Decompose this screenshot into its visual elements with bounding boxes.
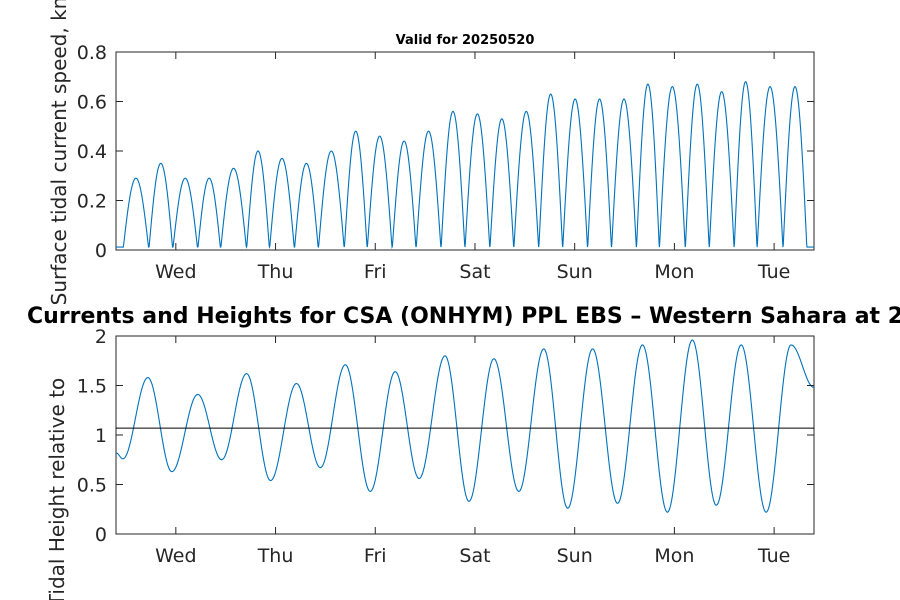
current-speed-x-tick-label: Tue	[757, 261, 790, 283]
tidal-height-x-tick-label: Sat	[459, 545, 490, 567]
current-speed-y-tick-label: 0.8	[77, 42, 107, 64]
tidal-height-chart: 0 0.5 1 1.5 2 Wed Thu Fri Sat Sun Mon Tue Tidal Hei…	[27, 304, 900, 600]
tidal-height-y-tick-label: 1.5	[77, 376, 107, 398]
tidal-height-y-tick-label: 0	[95, 524, 107, 546]
tidal-height-y-tick-label: 0.5	[77, 475, 107, 497]
current-speed-line	[116, 81, 814, 250]
current-speed-x-tick-label: Wed	[155, 261, 196, 283]
tidal-height-axes-box	[115, 335, 815, 535]
current-speed-x-tick-label: Fri	[364, 261, 387, 283]
current-speed-series	[116, 81, 814, 250]
tidal-height-x-tick-label: Thu	[257, 545, 294, 567]
current-speed-y-axis-label: Surface tidal current speed, kn	[47, 0, 71, 305]
current-speed-axes-box	[115, 51, 815, 251]
tidal-height-x-tick-label: Wed	[155, 545, 196, 567]
tidal-height-x-tick-label: Mon	[654, 545, 694, 567]
current-speed-y-tick-label: 0.2	[77, 191, 107, 213]
current-speed-y-tick-label: 0.4	[77, 141, 107, 163]
current-speed-x-tick-label: Sat	[459, 261, 490, 283]
tidal-height-ticks: 0 0.5 1 1.5 2 Wed Thu Fri Sat Sun Mon Tue	[77, 326, 814, 567]
current-speed-x-tick-label: Mon	[654, 261, 694, 283]
tidal-height-x-tick-label: Tue	[757, 545, 790, 567]
current-speed-x-tick-label: Thu	[257, 261, 294, 283]
tidal-height-x-tick-label: Fri	[364, 545, 387, 567]
tidal-height-y-axis-label: Tidal Height relative to	[45, 378, 69, 600]
tidal-height-series	[115, 339, 815, 513]
tidal-height-y-tick-label: 2	[95, 326, 107, 348]
tidal-height-x-tick-label: Sun	[557, 545, 593, 567]
tidal-height-chart-title: Currents and Heights for CSA (ONHYM) PPL…	[27, 304, 900, 329]
current-speed-y-tick-label: 0.6	[77, 92, 107, 114]
current-speed-chart: 0 0.2 0.4 0.6 0.8 Wed Thu Fri Sat Sun Mon Tue Valid…	[47, 0, 815, 305]
current-speed-x-tick-label: Sun	[557, 261, 593, 283]
tidal-height-y-tick-label: 1	[95, 425, 107, 447]
current-speed-ticks: 0 0.2 0.4 0.6 0.8 Wed Thu Fri Sat Sun Mon Tue	[77, 42, 814, 283]
current-speed-y-tick-label: 0	[95, 240, 107, 262]
current-speed-chart-title: Valid for 20250520	[396, 33, 535, 48]
